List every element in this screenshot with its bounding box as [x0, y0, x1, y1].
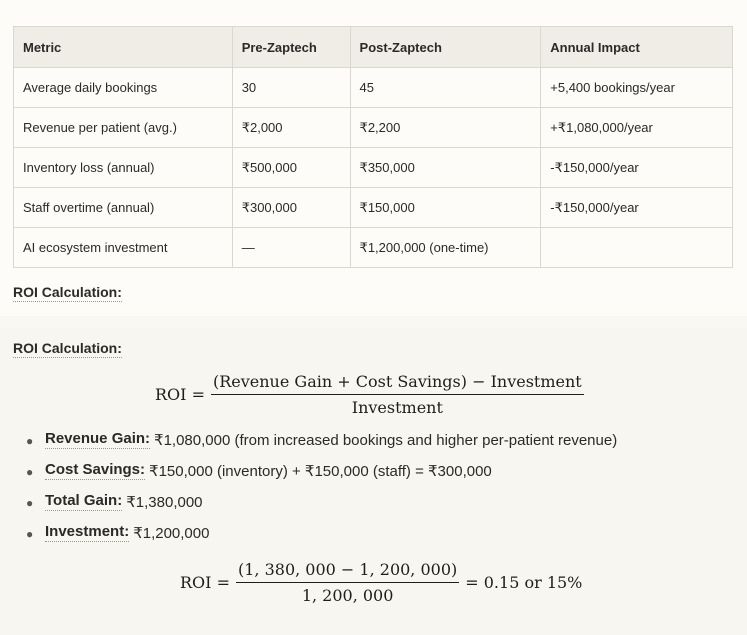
table-row: Revenue per patient (avg.) ₹2,000 ₹2,200… — [13, 107, 733, 148]
table-cell: ₹150,000 — [349, 187, 542, 228]
list-item: ● Total Gain: ₹1,380,000 — [26, 492, 617, 523]
formula-lhs: ROI = — [180, 573, 230, 592]
table-cell: +5,400 bookings/year — [540, 67, 733, 108]
header-pre-zaptech: Pre-Zaptech — [231, 26, 351, 68]
list-item-desc: ₹1,380,000 — [126, 494, 203, 511]
list-item-term: Revenue Gain: — [45, 430, 151, 449]
table-cell: -₹150,000/year — [540, 187, 733, 228]
formula-fraction: (1, 380, 000 − 1, 200, 000) 1, 200, 000 — [235, 560, 460, 605]
formula-numerator: (1, 380, 000 − 1, 200, 000) — [235, 560, 460, 583]
table-cell: ₹300,000 — [231, 187, 351, 228]
table-cell: ₹2,000 — [231, 107, 351, 148]
bullet-icon: ● — [26, 434, 34, 448]
table-cell: ₹500,000 — [231, 147, 351, 188]
roi-metrics-table: Metric Pre-Zaptech Post-Zaptech Annual I… — [13, 26, 733, 268]
formula-denominator: Investment — [351, 398, 443, 417]
table-cell: Staff overtime (annual) — [13, 187, 233, 228]
table-cell: Inventory loss (annual) — [13, 147, 233, 188]
list-item-desc: ₹150,000 (inventory) + ₹150,000 (staff) … — [149, 463, 492, 480]
table-cell: — — [231, 227, 351, 268]
table-row: Inventory loss (annual) ₹500,000 ₹350,00… — [13, 147, 733, 188]
table-cell: ₹1,200,000 (one-time) — [349, 227, 542, 268]
formula-lhs: ROI = — [155, 385, 205, 404]
list-item-term: Total Gain: — [45, 492, 123, 511]
table-cell: -₹150,000/year — [540, 147, 733, 188]
list-item: ● Cost Savings: ₹150,000 (inventory) + ₹… — [26, 461, 617, 492]
table-cell — [540, 227, 733, 268]
bullet-icon: ● — [26, 465, 34, 479]
list-item-term: Investment: — [45, 523, 130, 542]
list-item-desc: ₹1,080,000 (from increased bookings and … — [154, 432, 618, 449]
header-metric: Metric — [13, 26, 233, 68]
table-row: Staff overtime (annual) ₹300,000 ₹150,00… — [13, 187, 733, 228]
header-post-zaptech: Post-Zaptech — [349, 26, 542, 68]
table-cell: ₹2,200 — [349, 107, 542, 148]
bullet-icon: ● — [26, 527, 34, 541]
table-row: Average daily bookings 30 45 +5,400 book… — [13, 67, 733, 108]
table-cell: AI ecosystem investment — [13, 227, 233, 268]
table-cell: 45 — [349, 67, 542, 108]
table-cell: ₹350,000 — [349, 147, 542, 188]
roi-calculation-heading: ROI Calculation: — [13, 284, 122, 302]
table-header-row: Metric Pre-Zaptech Post-Zaptech Annual I… — [13, 26, 733, 68]
table-panel: Metric Pre-Zaptech Post-Zaptech Annual I… — [0, 0, 747, 316]
roi-inputs-list: ● Revenue Gain: ₹1,080,000 (from increas… — [26, 430, 617, 554]
list-item: ● Investment: ₹1,200,000 — [26, 523, 617, 554]
list-item-desc: ₹1,200,000 — [133, 525, 210, 542]
list-item-term: Cost Savings: — [45, 461, 146, 480]
formula-denominator: 1, 200, 000 — [301, 586, 394, 605]
header-annual-impact: Annual Impact — [540, 26, 733, 68]
table-row: AI ecosystem investment — ₹1,200,000 (on… — [13, 227, 733, 268]
roi-calculation-heading: ROI Calculation: — [13, 340, 122, 358]
table-cell: +₹1,080,000/year — [540, 107, 733, 148]
bullet-icon: ● — [26, 496, 34, 510]
formula-numerator: (Revenue Gain + Cost Savings) − Investme… — [210, 372, 584, 395]
formula-fraction: (Revenue Gain + Cost Savings) − Investme… — [210, 372, 584, 417]
formula-result: = 0.15 or 15% — [465, 573, 583, 592]
table-cell: 30 — [231, 67, 351, 108]
table-cell: Average daily bookings — [13, 67, 233, 108]
list-item: ● Revenue Gain: ₹1,080,000 (from increas… — [26, 430, 617, 461]
calculation-panel — [0, 328, 747, 635]
table-cell: Revenue per patient (avg.) — [13, 107, 233, 148]
roi-result-formula: ROI = (1, 380, 000 − 1, 200, 000) 1, 200… — [180, 560, 582, 605]
roi-formula: ROI = (Revenue Gain + Cost Savings) − In… — [155, 372, 590, 417]
